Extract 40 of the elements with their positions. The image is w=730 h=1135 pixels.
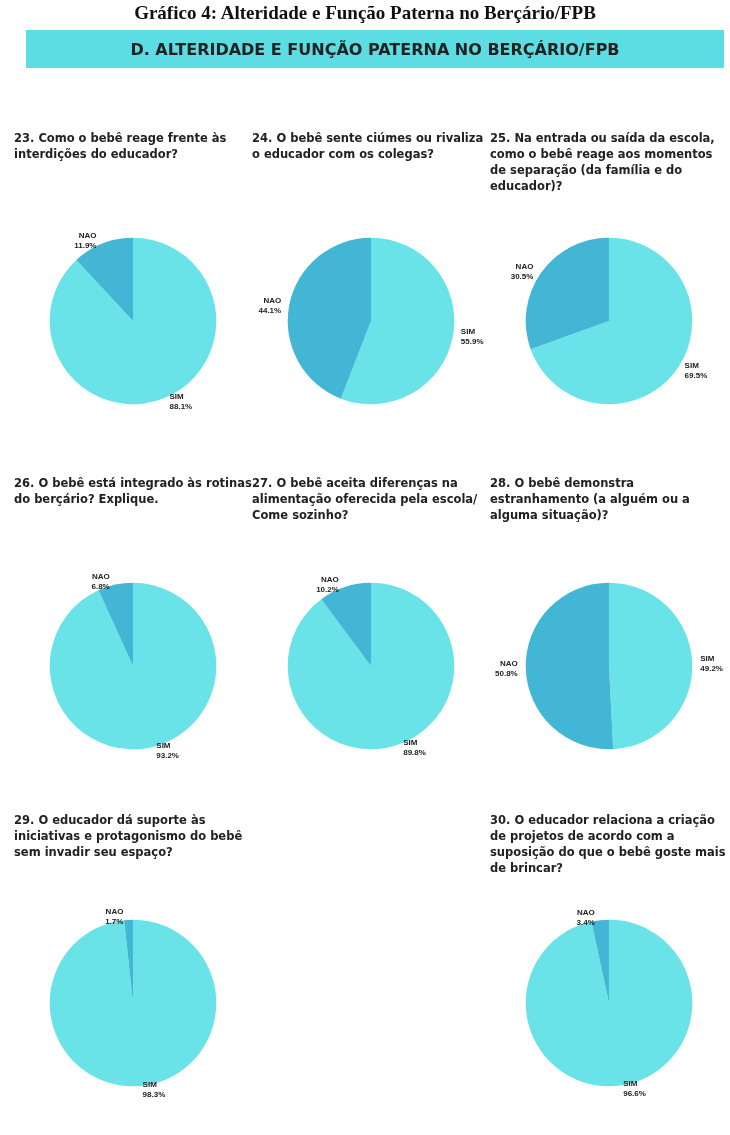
data-label: 88.1% <box>169 401 193 411</box>
slice-label: SIM <box>460 327 476 337</box>
data-label: 1.7% <box>105 917 124 927</box>
chart-title: 25. Na entrada ou saída da escola, como o bebê reage aos momentos de separação (da família e do educador)? <box>490 130 716 195</box>
slice-label: SIM <box>403 738 418 748</box>
text: Gráfico 4: Alteridade e Função Paterna no Berçário/FPB <box>133 2 597 24</box>
slice-label: NAO <box>321 574 339 584</box>
slice-label: SIM <box>700 654 715 664</box>
slice-label: NAO <box>577 907 595 917</box>
slice-label: NAO <box>515 261 534 271</box>
data-label: 96.6% <box>623 1089 646 1099</box>
data-label: 11.9% <box>74 241 97 251</box>
chart-title: 24. O bebê sente ciúmes ou rivaliza o educador com os colegas? <box>252 130 485 163</box>
data-label: 93.2% <box>156 750 179 760</box>
slice-label: SIM <box>142 1079 158 1089</box>
slice-label: NAO <box>263 295 282 305</box>
slice-label: NAO <box>499 658 518 668</box>
data-label: 6.8% <box>91 582 110 592</box>
chart-title: 30. O educador relaciona a criação de projetos de acordo com a suposição do que o bebê goste mais de brincar? <box>490 812 727 877</box>
slice-label: NAO <box>78 231 97 241</box>
data-label: 49.2% <box>700 664 723 674</box>
data-label: 55.9% <box>460 337 484 347</box>
slice-label: SIM <box>169 391 185 401</box>
slice-label: SIM <box>156 740 171 750</box>
chart-title: 26. O bebê está integrado às rotinas do berçário? Explique. <box>14 475 252 508</box>
slice-label: NAO <box>105 907 124 917</box>
data-label: 30.5% <box>510 271 534 281</box>
chart-title: 27. O bebê aceita diferenças na alimentação oferecida pela escola/ Come sozinho? <box>252 475 479 524</box>
slice-label: NAO <box>91 572 110 582</box>
data-label: 10.2% <box>316 584 339 594</box>
data-label: 44.1% <box>258 305 282 315</box>
chart-title: 28. O bebê demonstra estranhamento (a alguém ou a alguma situação)? <box>490 475 691 524</box>
data-label: 50.8% <box>495 668 518 678</box>
text: D. ALTERIDADE E FUNÇÃO PATERNA NO BERÇÁRIO/FPB <box>26 30 724 68</box>
slice-label: SIM <box>684 361 700 371</box>
chart-title: 23. Como o bebê reage frente às interdições do educador? <box>14 130 228 163</box>
data-label: 69.5% <box>684 371 708 381</box>
data-label: 98.3% <box>142 1089 166 1099</box>
chart-title: 29. O educador dá suporte às iniciativas e protagonismo do bebê sem invadir seu espaço? <box>14 812 244 861</box>
data-label: 89.8% <box>403 748 426 758</box>
